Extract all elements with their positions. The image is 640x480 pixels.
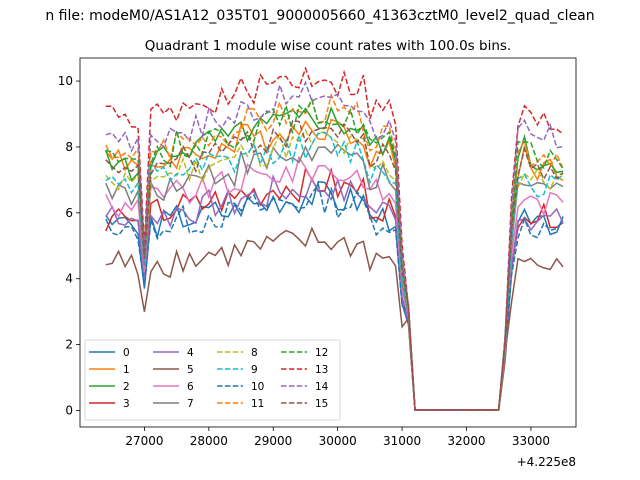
y-tick-label: 2 xyxy=(65,338,73,352)
y-tick-label: 8 xyxy=(65,140,73,154)
legend-label-11: 11 xyxy=(251,398,264,410)
series-layer xyxy=(105,66,564,411)
legend-label-14: 14 xyxy=(315,381,329,393)
figure-suptitle: n file: modeM0/AS1A12_035T01_9000005660_… xyxy=(45,8,594,24)
series-line-15 xyxy=(105,120,564,411)
legend-label-8: 8 xyxy=(251,347,258,359)
legend-box xyxy=(84,339,341,421)
x-tick-label: 32000 xyxy=(447,434,485,448)
legend-label-9: 9 xyxy=(251,364,258,376)
legend-label-2: 2 xyxy=(123,381,130,393)
legend-label-0: 0 xyxy=(123,347,130,359)
y-tick-label: 10 xyxy=(58,74,73,88)
x-axis-ticks: 27000 28000 29000 30000 31000 32000 33000 xyxy=(125,427,550,448)
x-offset-label: +4.225e8 xyxy=(517,455,576,469)
legend-label-12: 12 xyxy=(315,347,328,359)
legend-label-1: 1 xyxy=(123,364,130,376)
legend-label-5: 5 xyxy=(187,364,194,376)
y-tick-label: 0 xyxy=(65,404,73,418)
x-tick-label: 30000 xyxy=(319,434,357,448)
chart-title: Quadrant 1 module wise count rates with … xyxy=(145,38,511,54)
y-axis-ticks: 0 2 4 6 8 10 xyxy=(58,74,80,418)
legend-label-7: 7 xyxy=(187,398,194,410)
legend-label-15: 15 xyxy=(315,398,328,410)
y-tick-label: 6 xyxy=(65,206,73,220)
legend-label-10: 10 xyxy=(251,381,264,393)
legend-label-13: 13 xyxy=(315,364,328,376)
legend-label-6: 6 xyxy=(187,381,194,393)
x-tick-label: 31000 xyxy=(383,434,421,448)
x-tick-label: 33000 xyxy=(512,434,550,448)
series-line-12 xyxy=(105,97,564,411)
legend-label-4: 4 xyxy=(187,347,194,359)
x-tick-label: 27000 xyxy=(125,434,163,448)
plot-frame xyxy=(79,57,577,428)
legend-label-3: 3 xyxy=(123,398,130,410)
x-tick-label: 29000 xyxy=(254,434,292,448)
y-tick-label: 4 xyxy=(65,272,73,286)
x-tick-label: 28000 xyxy=(190,434,228,448)
